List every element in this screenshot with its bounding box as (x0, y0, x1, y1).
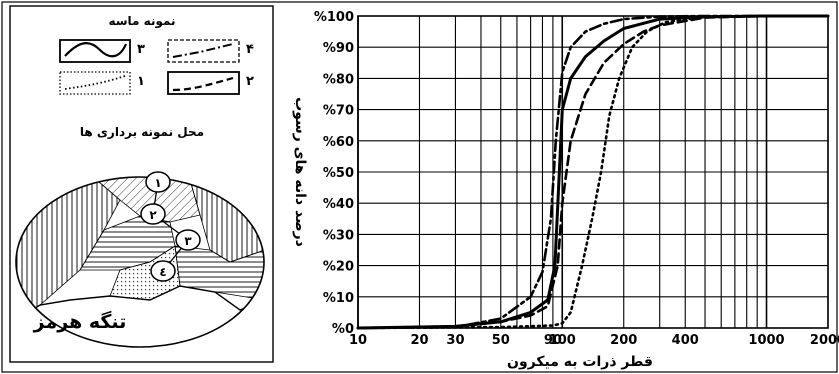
legend-line-solid (64, 42, 128, 58)
y-tick-label: %30 (323, 228, 354, 243)
legend-num-2: ۲ (246, 74, 254, 89)
grain-size-chart: %0 %10 %20 %30 %40 %50 %60 %70 %80 %90 %100 10 20 30 5… (292, 10, 839, 370)
x-tick-label: 90 (544, 333, 562, 348)
y-tick-label: %20 (323, 260, 354, 275)
y-tick-label: %50 (323, 166, 354, 181)
y-tick-label: %60 (323, 135, 354, 150)
legend-line-dashed (172, 76, 234, 92)
legend-num-1: ۱ (137, 74, 145, 89)
y-tick-label: %40 (323, 197, 354, 212)
legend-swatch-dotted (59, 71, 131, 95)
y-tick-label: %70 (323, 104, 354, 119)
sample-site-1: ۱ (145, 171, 171, 193)
map-title: محل نمونه برداری ها (80, 125, 204, 140)
sample-site-4: ٤ (150, 260, 176, 282)
x-tick-label: 30 (446, 333, 464, 348)
y-tick-label: %90 (323, 41, 354, 56)
legend-item-4: ۴ (167, 39, 254, 63)
legend-num-3: ۳ (137, 42, 145, 57)
legend-swatch-solid (59, 39, 131, 63)
legend-num-4: ۴ (246, 42, 254, 57)
legend-line-dotted (64, 75, 126, 90)
y-axis-label: درصد دانه های رسوب (292, 97, 308, 247)
legend-title: نمونه ماسه (108, 14, 175, 29)
sample-site-3: ۳ (175, 229, 201, 251)
x-tick-label: 100 (549, 333, 576, 348)
x-tick-label: 20 (410, 333, 428, 348)
y-tick-label: %80 (323, 72, 354, 87)
x-axis-label: قطر ذرات به میکرون (507, 354, 653, 370)
y-tick-label: %10 (323, 291, 354, 306)
x-tick-label: 10 (349, 333, 367, 348)
legend-swatch-dashed (167, 71, 240, 95)
svg-text:٤: ٤ (159, 265, 166, 279)
svg-text:۳: ۳ (184, 234, 192, 248)
legend-item-2: ۲ (167, 71, 254, 95)
x-tick-label: 2000 (810, 333, 839, 348)
legend-item-1: ۱ (59, 71, 145, 95)
x-tick-label: 400 (672, 333, 699, 348)
y-tick-label: %100 (314, 10, 354, 25)
x-tick-label: 50 (492, 333, 510, 348)
x-tick-label: 200 (610, 333, 637, 348)
map-region-hatch-north (83, 177, 201, 223)
series-line-s2 (356, 14, 830, 330)
y-tick-label: %0 (332, 322, 354, 337)
svg-text:۲: ۲ (149, 208, 157, 222)
map-place-label: تنگه هرمز (33, 310, 127, 333)
sampling-route (152, 181, 189, 272)
series-line-s3 (356, 14, 830, 330)
x-tick-label: 1000 (748, 333, 784, 348)
map-coastline (16, 285, 264, 321)
legend-item-3: ۳ (59, 39, 145, 63)
tick-labels: %0 %10 %20 %30 %40 %50 %60 %70 %80 %90 %100 10 20 30 5… (314, 10, 839, 348)
series-line-s1 (356, 14, 830, 330)
legend-swatch-dashdot (167, 39, 240, 63)
sample-site-2: ۲ (140, 203, 166, 225)
strait-of-hormuz-map: ۱ ۲ ۳ ٤ تنگه هرمز (15, 171, 265, 348)
plot-border (357, 15, 829, 329)
svg-text:۱: ۱ (154, 176, 161, 190)
